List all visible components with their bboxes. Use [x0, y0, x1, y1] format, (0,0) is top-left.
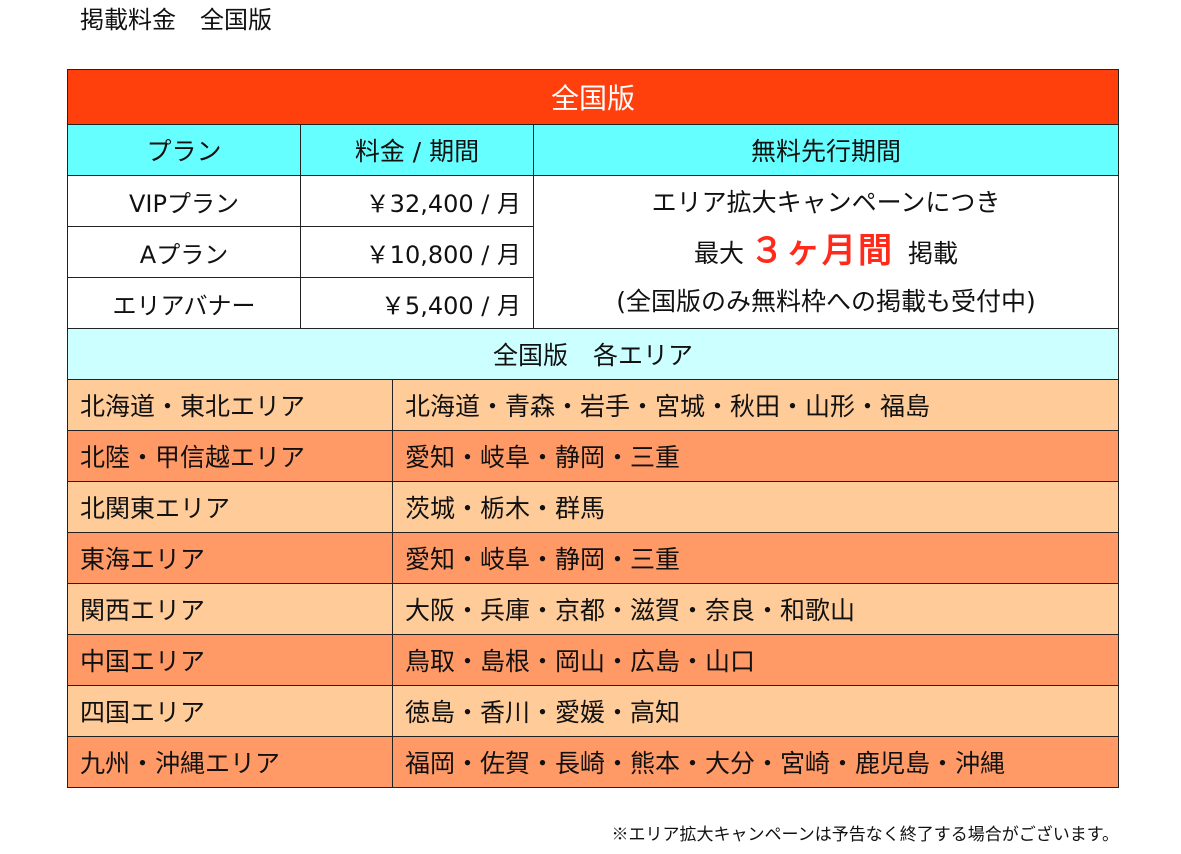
area-name: 北陸・甲信越エリア: [67, 430, 393, 482]
table-row: VIPプラン ￥32,400 / 月 エリア拡大キャンペーンにつき 最大 ３ヶ月間…: [67, 175, 1120, 329]
table-row: 東海エリア 愛知・岐阜・静岡・三重: [67, 532, 1120, 584]
area-prefectures: 愛知・岐阜・静岡・三重: [391, 430, 1120, 482]
area-prefectures: 愛知・岐阜・静岡・三重: [391, 532, 1120, 584]
plan-price: ￥10,800 / 月: [300, 226, 534, 278]
campaign-suffix: 掲載: [908, 238, 959, 268]
price-column-header: 料金 / 期間: [300, 124, 534, 176]
campaign-highlight: ３ヶ月間: [750, 230, 894, 271]
plan-column-header: プラン: [67, 124, 301, 176]
table-row: Aプラン ￥10,800 / 月: [67, 226, 1119, 278]
pricing-table: 全国版 プラン 料金 / 期間 無料先行期間 VIPプラン ￥32,400 / …: [66, 69, 1120, 788]
plan-name: Aプラン: [67, 226, 301, 278]
table-row: 九州・沖縄エリア 福岡・佐賀・長崎・熊本・大分・宮崎・鹿児島・沖縄: [67, 736, 1120, 788]
table-row: 北陸・甲信越エリア 愛知・岐阜・静岡・三重: [67, 430, 1120, 482]
area-prefectures: 大阪・兵庫・京都・滋賀・奈良・和歌山: [391, 583, 1120, 635]
campaign-line-1: エリア拡大キャンペーンにつき: [651, 187, 1001, 217]
table-row: 北関東エリア 茨城・栃木・群馬: [67, 481, 1120, 533]
table-row: 関西エリア 大阪・兵庫・京都・滋賀・奈良・和歌山: [67, 583, 1120, 635]
area-prefectures: 鳥取・島根・岡山・広島・山口: [391, 634, 1120, 686]
table-row: 四国エリア 徳島・香川・愛媛・高知: [67, 685, 1120, 737]
plan-price: ￥32,400 / 月: [300, 175, 534, 227]
table-banner: 全国版: [66, 69, 1120, 125]
table-row: 中国エリア 鳥取・島根・岡山・広島・山口: [67, 634, 1120, 686]
plan-price: ￥5,400 / 月: [300, 277, 534, 329]
area-prefectures: 北海道・青森・岩手・宮城・秋田・山形・福島: [391, 379, 1120, 431]
free-period-column-header: 無料先行期間: [532, 124, 1120, 176]
area-prefectures: 茨城・栃木・群馬: [391, 481, 1120, 533]
area-section-header: 全国版 各エリア: [66, 328, 1120, 380]
campaign-notice: エリア拡大キャンペーンにつき 最大 ３ヶ月間 掲載 (全国版のみ無料枠への掲載も受付…: [532, 175, 1120, 329]
area-name: 関西エリア: [67, 583, 393, 635]
area-name: 北海道・東北エリア: [67, 379, 393, 431]
table-row: 北海道・東北エリア 北海道・青森・岩手・宮城・秋田・山形・福島: [67, 379, 1120, 431]
campaign-line-3: (全国版のみ無料枠への掲載も受付中): [616, 286, 1036, 316]
area-name: 中国エリア: [67, 634, 393, 686]
area-name: 四国エリア: [67, 685, 393, 737]
area-name: 東海エリア: [67, 532, 393, 584]
plan-name: VIPプラン: [67, 175, 301, 227]
page-title: 掲載料金 全国版: [80, 6, 272, 34]
area-name: 北関東エリア: [67, 481, 393, 533]
area-name: 九州・沖縄エリア: [67, 736, 393, 788]
area-prefectures: 徳島・香川・愛媛・高知: [391, 685, 1120, 737]
area-prefectures: 福岡・佐賀・長崎・熊本・大分・宮崎・鹿児島・沖縄: [391, 736, 1120, 788]
campaign-prefix: 最大: [693, 238, 744, 268]
campaign-line-2: 最大 ３ヶ月間 掲載: [535, 227, 1118, 278]
plan-name: エリアバナー: [67, 277, 301, 329]
footnote: ※エリア拡大キャンペーンは予告なく終了する場合がございます。: [611, 825, 1119, 845]
